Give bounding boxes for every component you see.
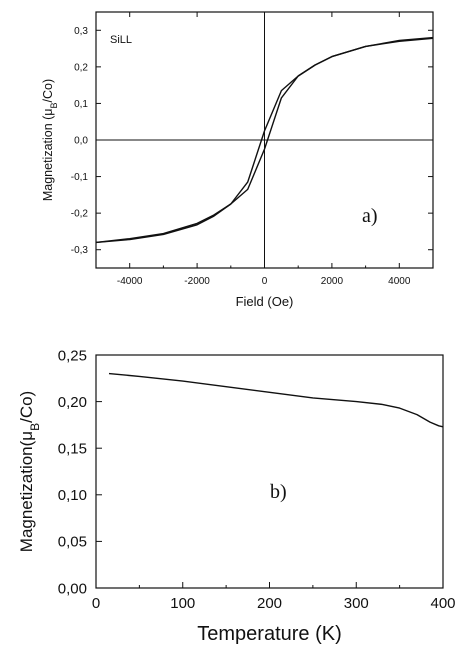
- y-axis-title-a-pre: Magnetization (: [41, 115, 55, 201]
- x-tick-label: 200: [257, 595, 282, 612]
- y-axis-title-b-pre: Magnetization(: [17, 440, 36, 552]
- x-tick-label: 300: [344, 595, 369, 612]
- sample-annotation: SiLL: [110, 34, 132, 46]
- panel-label-a: a): [362, 205, 378, 227]
- y-tick-label: 0,00: [58, 580, 87, 597]
- y-axis-title-b-sub: B: [28, 423, 42, 431]
- y-tick-label: 0,0: [74, 136, 88, 147]
- x-tick-label: 2000: [321, 276, 344, 287]
- temperature-chart: b) Temperature (K) Magnetization(μB/Co) …: [17, 347, 456, 645]
- y-axis-title-a: Magnetization (μB/Co): [41, 79, 59, 201]
- y-axis-title-b-post: /Co): [17, 391, 36, 423]
- y-axis-title-a-mu: μ: [41, 108, 55, 115]
- x-tick-label: -2000: [184, 276, 210, 287]
- y-axis-title-a-post: /Co): [41, 79, 55, 103]
- hysteresis-chart: SiLL a) Field (Oe) Magnetization (μB/Co)…: [41, 11, 434, 309]
- y-tick-label: -0,1: [71, 172, 89, 183]
- x-tick-label: 4000: [388, 276, 411, 287]
- y-tick-label: -0,2: [71, 209, 89, 220]
- y-axis-title-b-mu: μ: [17, 431, 36, 441]
- series-line-1: [108, 372, 444, 428]
- y-tick-label: 0,20: [58, 394, 87, 411]
- y-tick-label: 0,15: [58, 440, 87, 457]
- y-tick-label: 0,25: [58, 347, 87, 364]
- y-tick-label: -0,3: [71, 245, 89, 256]
- y-tick-label: 0,1: [74, 99, 88, 110]
- x-tick-label: 400: [430, 595, 455, 612]
- x-tick-label: 100: [170, 595, 195, 612]
- y-axis-title-a-sub: B: [49, 102, 59, 108]
- plot-frame: [95, 354, 444, 589]
- x-tick-label: -4000: [117, 276, 143, 287]
- x-axis-title-a: Field (Oe): [236, 294, 294, 309]
- x-tick-label: 0: [92, 595, 100, 612]
- series-line-2: [95, 36, 434, 244]
- y-tick-label: 0,05: [58, 534, 87, 551]
- panel-label-b: b): [270, 481, 287, 503]
- y-tick-label: 0,2: [74, 62, 88, 73]
- x-axis-title-b: Temperature (K): [197, 623, 342, 645]
- y-tick-label: 0,3: [74, 26, 88, 37]
- y-axis-title-b: Magnetization(μB/Co): [17, 391, 42, 552]
- y-tick-label: 0,10: [58, 487, 87, 504]
- x-tick-label: 0: [262, 276, 268, 287]
